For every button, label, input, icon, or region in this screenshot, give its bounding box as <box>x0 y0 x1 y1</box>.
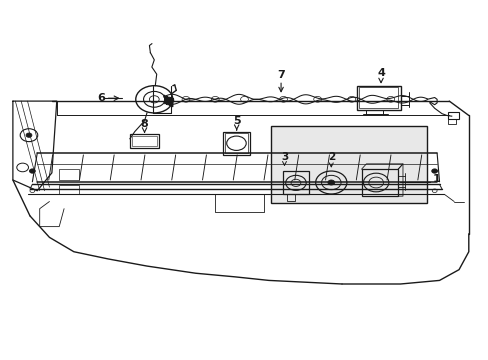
Text: 5: 5 <box>232 116 240 126</box>
Bar <box>287 194 294 201</box>
Circle shape <box>431 169 437 173</box>
Circle shape <box>26 133 32 137</box>
Bar <box>447 120 455 125</box>
Bar <box>271 126 427 203</box>
Text: 7: 7 <box>277 70 285 80</box>
Text: 4: 4 <box>376 68 384 78</box>
Bar <box>222 132 250 155</box>
Text: 2: 2 <box>328 152 335 162</box>
Bar <box>447 112 458 119</box>
Bar <box>59 169 79 180</box>
Bar <box>356 86 400 110</box>
Circle shape <box>29 169 35 173</box>
Text: 8: 8 <box>141 119 148 129</box>
Bar <box>282 171 309 194</box>
Text: 3: 3 <box>281 152 288 162</box>
Bar <box>59 185 79 194</box>
Bar <box>358 87 397 108</box>
Bar <box>132 135 157 146</box>
Bar <box>224 133 248 153</box>
Text: 1: 1 <box>431 174 439 184</box>
Bar <box>130 134 159 148</box>
Bar <box>361 169 397 196</box>
Circle shape <box>327 180 334 185</box>
Text: 6: 6 <box>97 93 105 103</box>
